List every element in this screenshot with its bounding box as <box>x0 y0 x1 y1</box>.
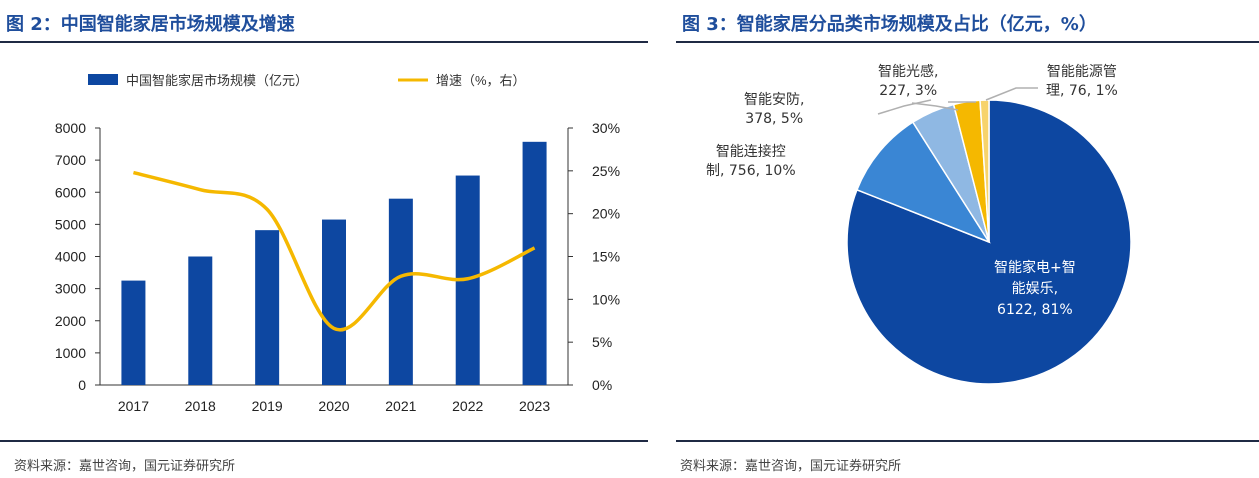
right-tick-label: 5% <box>592 334 612 350</box>
title-divider <box>0 41 648 43</box>
legend-line-label: 增速（%，右） <box>436 73 526 88</box>
x-tick-label: 2022 <box>452 398 483 414</box>
x-tick-label: 2018 <box>185 398 216 414</box>
x-tick-label: 2021 <box>385 398 416 414</box>
growth-rate-line <box>132 170 536 332</box>
figure-2-title: 图 2：中国智能家居市场规模及增速 <box>6 14 295 35</box>
left-tick-label: 8000 <box>55 120 86 136</box>
leader-line-security <box>911 102 959 111</box>
bar-2020 <box>322 219 346 385</box>
legend-bar-swatch <box>88 74 118 85</box>
left-tick-label: 3000 <box>55 281 86 297</box>
left-tick-label: 4000 <box>55 249 86 265</box>
title-divider <box>676 41 1259 43</box>
footer-divider <box>676 440 1259 442</box>
figure-2-source: 资料来源：嘉世咨询，国元证券研究所 <box>14 459 236 474</box>
pie-label-light: 智能光感, 227, 3% <box>878 64 939 99</box>
left-tick-label: 6000 <box>55 184 86 200</box>
bar-2021 <box>388 198 413 385</box>
x-tick-label: 2023 <box>519 398 550 414</box>
figure-3-title: 图 3：智能家居分品类市场规模及占比（亿元，%） <box>682 14 1097 35</box>
legend-bar-label: 中国智能家居市场规模（亿元） <box>126 73 308 88</box>
right-tick-label: 15% <box>592 249 620 265</box>
footer-divider <box>0 440 648 442</box>
left-tick-label: 0 <box>78 377 86 393</box>
right-tick-label: 10% <box>592 291 620 307</box>
x-tick-label: 2020 <box>318 398 349 414</box>
pie-label-security: 智能安防, 378, 5% <box>744 92 805 127</box>
x-tick-label: 2017 <box>118 398 149 414</box>
left-tick-label: 7000 <box>55 152 86 168</box>
pie-label-connect: 智能连接控 制, 756, 10% <box>706 144 796 179</box>
right-tick-label: 20% <box>592 206 620 222</box>
pie-slice-energy <box>979 99 990 243</box>
left-tick-label: 1000 <box>55 345 86 361</box>
right-tick-label: 30% <box>592 120 620 136</box>
right-tick-label: 0% <box>592 377 612 393</box>
left-tick-label: 5000 <box>55 216 86 232</box>
right-tick-label: 25% <box>592 163 620 179</box>
bar-2018 <box>188 256 213 385</box>
x-tick-label: 2019 <box>252 398 283 414</box>
leader-line-connect <box>877 99 932 115</box>
left-tick-label: 2000 <box>55 313 86 329</box>
pie-slice-connect <box>855 121 991 244</box>
category-share-pie-chart <box>846 87 1132 385</box>
bar-2023 <box>522 141 547 385</box>
figure-3-panel: 图 3：智能家居分品类市场规模及占比（亿元，%） 智能家电+智 能娱乐, 612… <box>676 0 1259 478</box>
figure-2-panel: 图 2：中国智能家居市场规模及增速 中国智能家居市场规模（亿元） 增速（%，右）… <box>0 14 648 474</box>
market-size-combo-chart: 中国智能家居市场规模（亿元） 增速（%，右） 0 1000 2000 3000 4000… <box>55 73 620 414</box>
pie-label-appliances: 智能家电+智 能娱乐, 6122, 81% <box>994 260 1076 318</box>
pie-label-energy: 智能能源管 理, 76, 1% <box>1046 64 1118 99</box>
bar-2019 <box>255 230 280 385</box>
figure-3-source: 资料来源：嘉世咨询，国元证券研究所 <box>680 459 902 474</box>
leader-line-energy <box>985 87 1038 101</box>
bar-2017 <box>121 280 146 385</box>
